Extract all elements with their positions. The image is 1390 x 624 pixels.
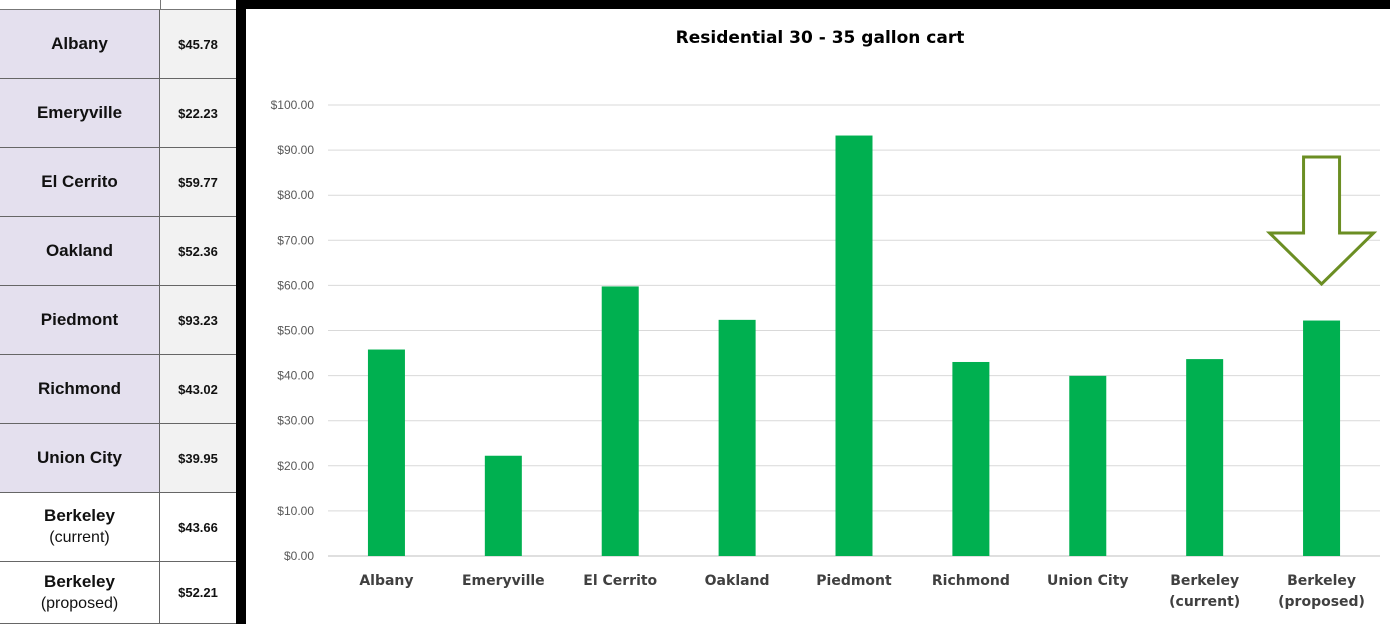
city-cell: Emeryville <box>0 79 160 147</box>
y-tick-label: $60.00 <box>277 278 314 292</box>
bar <box>601 286 639 556</box>
labels: $0.00 $10.00 $20.00 $30.00 $40.00 $50.00 $60.0… <box>271 98 1365 610</box>
x-category-label: Oakland <box>705 573 770 589</box>
city-subtitle: (proposed) <box>40 594 119 612</box>
x-category-label: Berkeley <box>1170 573 1239 589</box>
x-category-label: Richmond <box>932 573 1010 589</box>
table-header-strip <box>0 0 236 10</box>
table-row: Oakland $52.36 <box>0 217 236 286</box>
y-tick-label: $40.00 <box>277 369 314 383</box>
city-name: Piedmont <box>40 310 119 329</box>
chart-title: Residential 30 - 35 gallon cart <box>676 28 965 48</box>
y-tick-label: $80.00 <box>277 188 314 202</box>
amount-cell: $93.23 <box>160 286 236 354</box>
y-tick-label: $100.00 <box>271 98 315 112</box>
bar <box>952 361 990 556</box>
table-row: El Cerrito $59.77 <box>0 148 236 217</box>
amount-cell: $52.21 <box>160 562 236 623</box>
separator-bar <box>236 0 246 624</box>
amount-cell: $59.77 <box>160 148 236 216</box>
city-cell: Piedmont <box>0 286 160 354</box>
amount-cell: $52.36 <box>160 217 236 285</box>
bar <box>835 135 873 556</box>
table-row: Berkeley (current) $43.66 <box>0 493 236 562</box>
table-row: Richmond $43.02 <box>0 355 236 424</box>
city-cell: Union City <box>0 424 160 492</box>
bar <box>367 349 405 556</box>
x-category-label: Piedmont <box>816 573 892 589</box>
bars <box>367 135 1341 556</box>
y-tick-label: $50.00 <box>277 324 314 338</box>
x-category-label: Albany <box>359 573 413 589</box>
y-tick-label: $70.00 <box>277 233 314 247</box>
city-cell: Oakland <box>0 217 160 285</box>
city-cell: El Cerrito <box>0 148 160 216</box>
annotation <box>1265 155 1378 287</box>
city-subtitle: (current) <box>49 529 110 546</box>
city-name: Albany <box>51 34 108 53</box>
bar <box>1303 320 1341 556</box>
x-category-label: El Cerrito <box>583 573 657 589</box>
table-row: Emeryville $22.23 <box>0 79 236 148</box>
y-tick-label: $90.00 <box>277 143 314 157</box>
amount-cell: $39.95 <box>160 424 236 492</box>
bar <box>484 455 522 556</box>
table-row: Union City $39.95 <box>0 424 236 493</box>
amount-cell: $43.02 <box>160 355 236 423</box>
top-border-bar <box>236 0 1390 9</box>
city-cell: Berkeley (proposed) <box>0 562 160 623</box>
city-name: El Cerrito <box>41 172 118 191</box>
table-row: Berkeley (proposed) $52.21 <box>0 562 236 624</box>
city-name: Richmond <box>37 379 122 398</box>
bar <box>1186 359 1224 556</box>
amount-cell: $22.23 <box>160 79 236 147</box>
x-category-label: Berkeley <box>1287 573 1356 589</box>
bar <box>718 319 756 556</box>
y-tick-label: $0.00 <box>284 549 314 563</box>
x-category-label: (proposed) <box>1278 594 1365 610</box>
y-tick-label: $20.00 <box>277 459 314 473</box>
rate-table: Albany $45.78 Emeryville $22.23 El Cerrito $5… <box>0 0 236 624</box>
bar <box>1069 375 1107 556</box>
city-cell: Richmond <box>0 355 160 423</box>
column-divider <box>160 0 161 9</box>
city-name: Berkeley <box>44 571 115 591</box>
city-name: Oakland <box>45 241 114 260</box>
city-name: Union City <box>37 448 122 467</box>
bar-chart: $0.00 $10.00 $20.00 $30.00 $40.00 $50.00 $60.0… <box>271 28 1380 610</box>
city-name: Emeryville <box>36 103 123 122</box>
down-arrow-icon <box>1265 155 1378 287</box>
city-cell: Albany <box>0 10 160 78</box>
city-cell: Berkeley (current) <box>0 493 160 561</box>
amount-cell: $45.78 <box>160 10 236 78</box>
y-tick-label: $30.00 <box>277 414 314 428</box>
x-category-label: (current) <box>1169 594 1240 610</box>
amount-cell: $43.66 <box>160 493 236 561</box>
y-tick-label: $10.00 <box>277 504 314 518</box>
x-category-label: Union City <box>1047 573 1128 589</box>
table-row: Piedmont $93.23 <box>0 286 236 355</box>
table-row: Albany $45.78 <box>0 10 236 79</box>
city-name: Berkeley <box>44 506 115 525</box>
x-category-label: Emeryville <box>462 573 545 589</box>
